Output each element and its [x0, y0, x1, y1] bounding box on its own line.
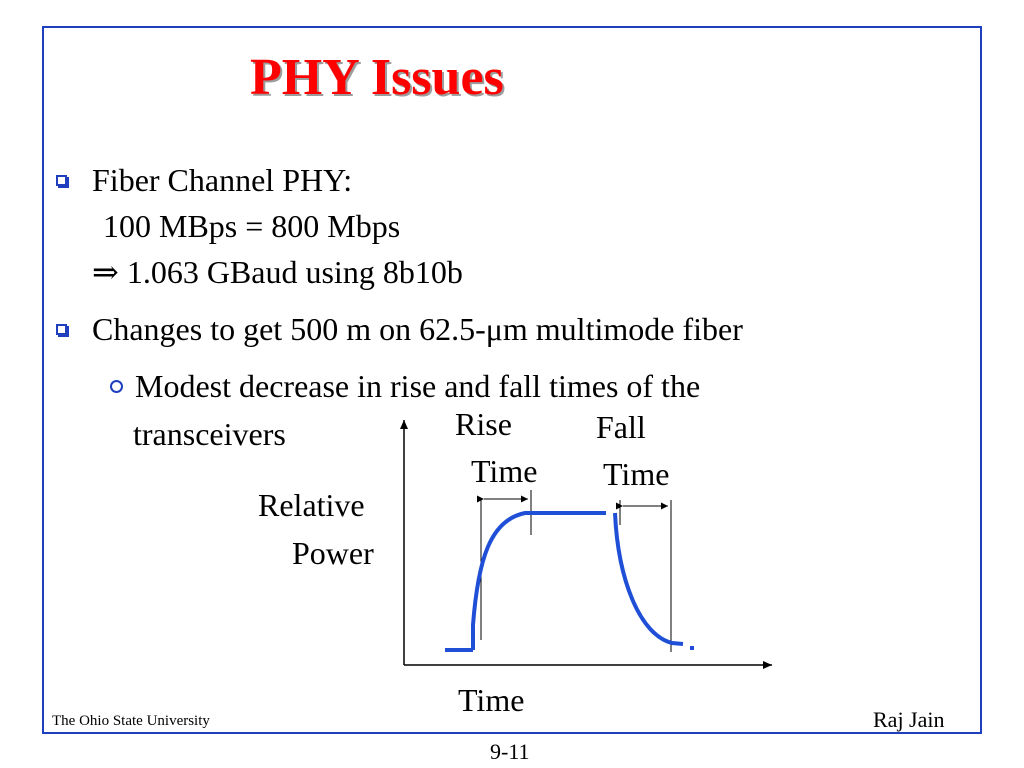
footer-author: Raj Jain	[873, 707, 945, 732]
pulse-fall-curve	[613, 512, 684, 646]
x-axis-label: Time	[458, 682, 525, 718]
fall-time-label-line-2: Time	[603, 456, 670, 492]
footer-university: The Ohio State University	[52, 713, 210, 729]
slide-title: PHY Issues	[250, 49, 504, 106]
bullet-1-line-3: ⇒ 1.063 GBaud using 8b10b	[92, 252, 463, 292]
rise-time-label-line-1: Rise	[455, 406, 512, 442]
implies-arrow-icon: ⇒	[92, 254, 119, 290]
pulse-rise-curve	[471, 511, 606, 650]
fall-time-label-line-1: Fall	[596, 409, 646, 445]
y-axis-label-line-1: Relative	[258, 487, 365, 523]
pulse-end-dot	[690, 646, 694, 650]
slide-frame	[42, 26, 982, 734]
bullet-1-line-1: Fiber Channel PHY:	[92, 162, 353, 198]
sub-bullet-line-2: transceivers	[133, 416, 286, 452]
bullet-1-line-2: 100 MBps = 800 Mbps	[103, 208, 401, 244]
sub-bullet-line-1: Modest decrease in rise and fall times o…	[135, 368, 701, 404]
square-bullet-icon	[56, 175, 67, 186]
bullet-2-text: Changes to get 500 m on 62.5-μm multimod…	[92, 311, 743, 347]
page-number: 9-11	[490, 739, 530, 764]
rise-time-label-line-2: Time	[471, 453, 538, 489]
bullet-1-line-3-text: 1.063 GBaud using 8b10b	[126, 254, 463, 290]
square-bullet-icon	[56, 324, 67, 335]
circle-bullet-icon	[110, 380, 123, 393]
y-axis-label-line-2: Power	[292, 535, 374, 571]
